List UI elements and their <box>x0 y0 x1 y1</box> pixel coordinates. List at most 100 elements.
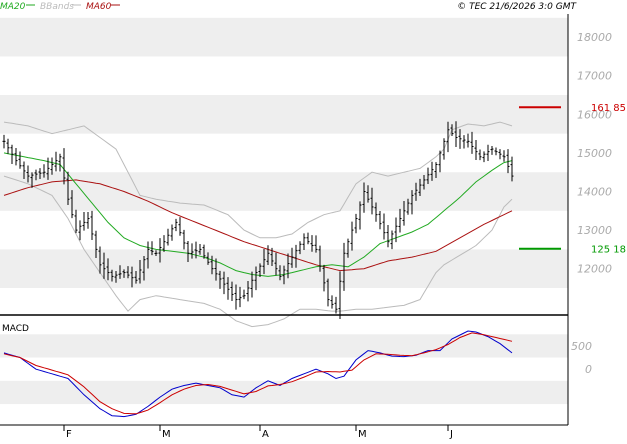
ohlc-bar <box>42 164 46 178</box>
ohlc-bars <box>2 121 514 319</box>
ohlc-bar <box>482 151 486 163</box>
ohlc-bar <box>206 252 210 265</box>
ohlc-bar <box>82 211 86 231</box>
ohlc-bar <box>406 198 410 215</box>
ohlc-bar <box>34 169 38 181</box>
ohlc-bar <box>234 284 238 310</box>
macd-y-axis: 0 500 <box>571 340 592 376</box>
legend-label-bbands: BBands <box>40 2 74 12</box>
ohlc-bar <box>62 148 66 185</box>
ohlc-bar <box>294 244 298 268</box>
ohlc-bar <box>382 213 386 240</box>
ohlc-bar <box>290 247 294 268</box>
ohlc-bar <box>214 258 218 281</box>
ohlc-bar <box>226 277 230 300</box>
ohlc-bar <box>154 250 158 256</box>
ohlc-bar <box>250 271 254 298</box>
price-y-tick-label: 15000 <box>577 147 612 160</box>
ohlc-bar <box>450 124 454 136</box>
ma60-line <box>3 179 513 272</box>
ohlc-bar <box>366 185 370 203</box>
x-tick-label: J <box>449 429 453 440</box>
level-label-1: 125 18 <box>591 245 626 256</box>
ma20-line <box>3 152 513 277</box>
ohlc-bar <box>146 241 150 269</box>
ohlc-bar <box>274 252 278 276</box>
ohlc-bar <box>190 243 194 259</box>
ohlc-bar <box>490 145 494 155</box>
macd-lines <box>3 330 513 418</box>
ohlc-bar <box>434 162 438 178</box>
price-y-tick-label: 16000 <box>577 108 612 121</box>
ohlc-bar <box>218 270 222 289</box>
price-grid-band <box>0 95 568 134</box>
ohlc-bar <box>362 182 366 213</box>
ohlc-bar <box>310 235 314 252</box>
macd-grid-band <box>0 334 568 358</box>
ohlc-bar <box>506 149 510 174</box>
price-y-tick-label: 14000 <box>577 186 612 199</box>
ohlc-bar <box>462 135 466 149</box>
macd-grid-bands <box>0 334 568 405</box>
ohlc-bar <box>298 241 302 255</box>
ohlc-bar <box>262 248 266 275</box>
ohlc-bar <box>330 295 334 309</box>
ohlc-bar <box>178 217 182 236</box>
level-label-0: 161 85 <box>591 103 626 114</box>
ohlc-bar <box>150 241 154 256</box>
ohlc-bar <box>246 280 250 302</box>
ohlc-bar <box>14 147 18 166</box>
ohlc-bar <box>50 157 54 175</box>
ohlc-bar <box>126 266 130 279</box>
ohlc-bar <box>422 174 426 190</box>
macd-y-tick-label: 0 <box>585 363 592 376</box>
bbands-lower-line <box>3 175 513 328</box>
ohlc-bar <box>106 258 110 281</box>
ohlc-bar <box>454 121 458 148</box>
price-y-axis: 12000 13000 14000 15000 16000 17000 18000 <box>577 31 612 276</box>
ohlc-bar <box>474 140 478 160</box>
ohlc-bar <box>134 270 138 284</box>
ohlc-bar <box>442 138 446 160</box>
ohlc-bar <box>466 133 470 148</box>
ohlc-bar <box>70 190 74 219</box>
ohlc-bar <box>94 230 98 259</box>
ohlc-bar <box>346 238 350 258</box>
ohlc-bar <box>74 209 78 234</box>
ohlc-bar <box>502 150 506 162</box>
ohlc-bar <box>102 252 106 279</box>
ohlc-bar <box>334 296 338 314</box>
ohlc-bar <box>342 242 346 291</box>
macd-line <box>3 330 513 418</box>
price-grid-bands <box>0 17 568 288</box>
bbands-upper-line <box>3 121 513 239</box>
ohlc-bar <box>438 150 442 173</box>
ohlc-bar <box>54 151 58 172</box>
ohlc-bar <box>110 269 114 282</box>
ohlc-bar <box>78 220 82 241</box>
ohlc-bar <box>66 171 70 205</box>
ohlc-bar <box>494 147 498 156</box>
ohlc-bar <box>30 172 34 188</box>
ohlc-bar <box>350 221 354 251</box>
ohlc-bar <box>158 238 162 263</box>
ohlc-bar <box>326 278 330 307</box>
ohlc-bar <box>302 233 306 251</box>
ohlc-bar <box>374 202 378 222</box>
x-tick-label: M <box>162 429 171 440</box>
ohlc-bar <box>166 228 170 246</box>
ohlc-bar <box>266 245 270 266</box>
ohlc-bar <box>402 200 406 226</box>
ohlc-bar <box>398 208 402 233</box>
copyright-text: © TEC 21/6/2026 3:0 GMT <box>457 2 577 12</box>
ohlc-bar <box>430 161 434 181</box>
ohlc-bar <box>278 265 282 281</box>
ohlc-bar <box>286 253 290 279</box>
ohlc-bar <box>478 149 482 161</box>
ohlc-bar <box>498 149 502 160</box>
price-y-tick-label: 18000 <box>577 31 612 44</box>
ohlc-bar <box>18 151 22 169</box>
ohlc-bar <box>446 121 450 153</box>
